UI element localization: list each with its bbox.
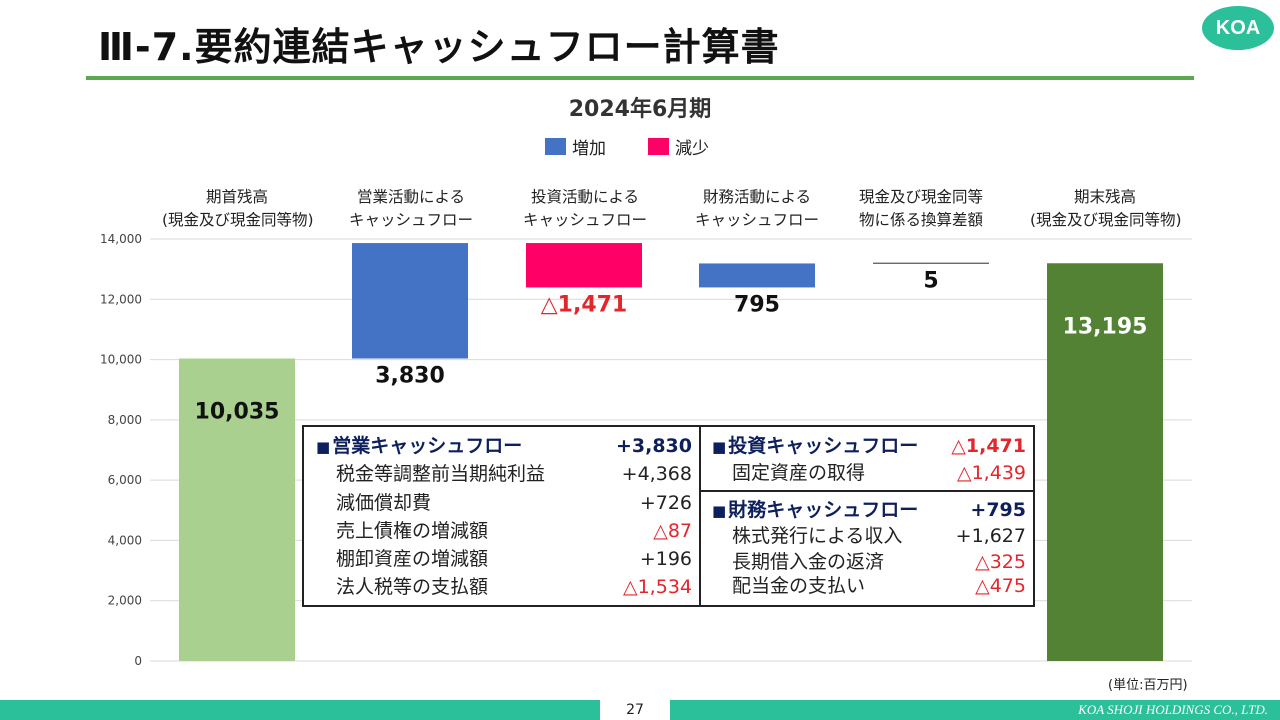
box-horizontal-divider [701,490,1035,492]
financing-cf-header: ■ 財務キャッシュフロー +795 [712,497,1026,523]
category-label-closing: 期末残高 (現金及び現金同等物) [1030,186,1182,232]
operating-item-value: +4,368 [621,463,692,485]
operating-item-label: 法人税等の支払額 [336,576,489,598]
operating-item: 法人税等の支払額 △1,534 [336,574,692,600]
category-label-line2: 物に係る換算差額 [858,211,983,229]
category-label-line2: キャッシュフロー [522,211,647,229]
operating-cf-total: +3,830 [615,435,692,457]
financing-item-label: 株式発行による収入 [732,525,903,547]
investing-cf-title: 投資キャッシュフロー [728,435,919,457]
y-tick-label: 4,000 [108,533,142,547]
y-tick-label: 0 [134,654,142,668]
y-tick-label: 14,000 [100,232,142,246]
title-underline [86,76,1194,80]
investing-item-label: 固定資産の取得 [732,462,866,484]
operating-item: 税金等調整前当期純利益 +4,368 [336,461,692,487]
bar-value-label: △1,471 [541,292,628,317]
y-tick-label: 6,000 [108,473,142,487]
financing-item-value: △475 [975,575,1026,597]
investing-cf-header: ■ 投資キャッシュフロー △1,471 [712,433,1026,459]
operating-item-value: +196 [639,548,692,570]
page-title: Ⅲ-7.要約連結キャッシュフロー計算書 [98,25,780,69]
operating-item-value: △1,534 [622,576,692,598]
operating-item-value: △87 [653,520,692,542]
category-label-line2: キャッシュフロー [694,211,819,229]
category-label-line1: 投資活動による [530,188,640,206]
category-label-line1: 営業活動による [356,188,466,206]
category-label-line1: 現金及び現金同等 [858,188,983,206]
legend-swatch-decrease [648,138,669,155]
bar-5 [1047,263,1163,661]
chart-title: 2024年6月期 [568,97,712,122]
bar-value-label: 10,035 [195,400,280,425]
financing-item-label: 配当金の支払い [732,575,866,597]
legend-item-decrease: 減少 [648,134,709,159]
y-tick-label: 12,000 [100,292,142,306]
operating-cf-title: 営業キャッシュフロー [332,435,523,457]
financing-item-label: 長期借入金の返済 [732,551,885,573]
cashflow-details-box: ■ 営業キャッシュフロー +3,830 税金等調整前当期純利益 +4,368 減価… [302,425,1035,607]
financing-item: 配当金の支払い △475 [732,573,1026,599]
category-label-line2: (現金及び現金同等物) [162,211,314,229]
bar-3 [699,263,815,288]
financing-item-value: +1,627 [955,525,1026,547]
investing-item-value: △1,439 [956,462,1026,484]
category-label-investing: 投資活動による キャッシュフロー [510,186,660,232]
bar-value-label: 13,195 [1063,314,1148,339]
operating-item-label: 売上債権の増減額 [336,520,489,542]
category-label-line1: 財務活動による [702,188,812,206]
waterfall-chart: 0 2,000 4,000 6,000 8,000 10,000 12,000 14,000 1… [100,232,1192,668]
footer-bar: 27 KOA SHOJI HOLDINGS CO., LTD. [0,700,1280,720]
operating-item: 売上債権の増減額 △87 [336,518,692,544]
y-tick-label: 2,000 [108,594,142,608]
category-label-line1: 期末残高 [1073,188,1136,206]
unit-note: (単位:百万円) [1108,678,1188,693]
category-label-line1: 期首残高 [205,188,268,206]
operating-item: 棚卸資産の増減額 +196 [336,546,692,572]
legend-swatch-increase [545,138,566,155]
legend-label-decrease: 減少 [675,139,709,159]
operating-item-label: 税金等調整前当期純利益 [336,463,546,485]
operating-item: 減価償却費 +726 [336,490,692,516]
koa-logo: KOA [1202,6,1274,50]
operating-item-label: 棚卸資産の増減額 [336,548,489,570]
investing-cf-total: △1,471 [951,435,1026,457]
page-number: 27 [600,700,670,720]
bar-0 [179,358,295,661]
legend-label-increase: 増加 [572,139,606,159]
chart-legend: 増加 減少 [545,134,751,159]
category-label-line2: キャッシュフロー [348,211,473,229]
category-label-opening: 期首残高 (現金及び現金同等物) [162,186,314,232]
bar-value-label: 3,830 [375,364,445,389]
investing-item: 固定資産の取得 △1,439 [732,460,1026,486]
financing-item: 株式発行による収入 +1,627 [732,523,1026,549]
category-label-line2: (現金及び現金同等物) [1030,211,1182,229]
bar-value-label: 5 [923,268,938,293]
company-name: KOA SHOJI HOLDINGS CO., LTD. [1078,702,1268,717]
category-label-fx: 現金及び現金同等 物に係る換算差額 [846,186,996,232]
bar-2 [526,243,642,288]
bar-1 [352,243,468,359]
square-bullet-icon: ■ [712,438,727,456]
operating-item-value: +726 [639,492,692,514]
financing-cf-total: +795 [970,499,1026,521]
bar-value-label: 795 [734,292,780,317]
category-label-operating: 営業活動による キャッシュフロー [336,186,486,232]
financing-item-value: △325 [975,551,1026,573]
category-label-financing: 財務活動による キャッシュフロー [682,186,832,232]
financing-cf-title: 財務キャッシュフロー [728,499,919,521]
operating-cf-header: ■ 営業キャッシュフロー +3,830 [316,433,692,459]
y-tick-label: 10,000 [100,353,142,367]
financing-item: 長期借入金の返済 △325 [732,549,1026,575]
square-bullet-icon: ■ [712,502,727,520]
operating-item-label: 減価償却費 [336,492,432,514]
box-vertical-divider [699,427,701,605]
square-bullet-icon: ■ [316,438,331,456]
y-tick-label: 8,000 [108,413,142,427]
legend-item-increase: 増加 [545,134,606,159]
